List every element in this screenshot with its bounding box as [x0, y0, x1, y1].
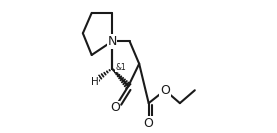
- Text: N: N: [107, 35, 117, 48]
- Text: H: H: [91, 77, 98, 87]
- Text: O: O: [160, 84, 170, 97]
- Text: &1: &1: [116, 63, 126, 72]
- Text: O: O: [144, 117, 154, 130]
- Text: O: O: [110, 101, 120, 114]
